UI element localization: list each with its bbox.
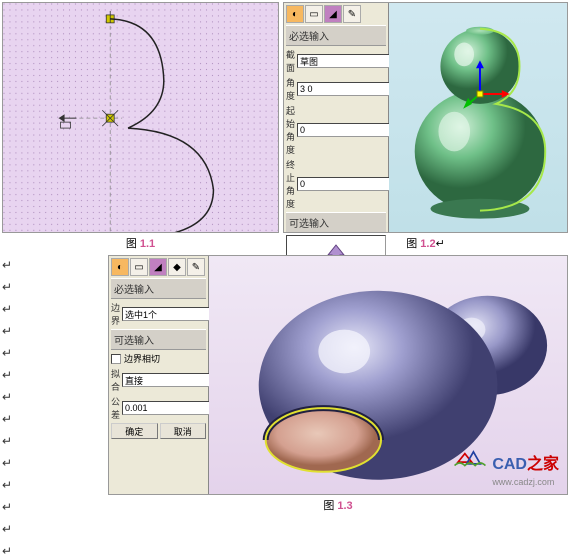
tool-1-icon[interactable]: ◐: [286, 5, 304, 23]
tool-3-icon[interactable]: ◢: [149, 258, 167, 276]
return-icon: ↵: [2, 413, 22, 425]
cancel-button[interactable]: 取消: [160, 423, 207, 439]
revolve-panel: ◐ ▭ ◢ ✎ 必选输入 截面 ▴▾ 角度 ▴▾ 起始角度: [284, 3, 389, 232]
line-break-markers: ↵ ↵ ↵ ↵ ↵ ↵ ↵ ↵ ↵ ↵ ↵ ↵ ↵ ↵: [2, 255, 22, 557]
house-icon: [452, 445, 488, 469]
return-icon: ↵: [2, 369, 22, 381]
tool-1-icon[interactable]: ◐: [111, 258, 129, 276]
return-icon: ↵: [2, 391, 22, 403]
row-1: ◐ ▭ ◢ ✎ 必选输入 截面 ▴▾ 角度 ▴▾ 起始角度: [2, 2, 572, 233]
edge-label: 边界: [111, 301, 120, 327]
caption-1-2: 图 1.2↵: [283, 235, 568, 251]
fit-label: 拟合: [111, 367, 120, 393]
tolerance-label: 公差: [111, 395, 120, 421]
tool-2-icon[interactable]: ▭: [130, 258, 148, 276]
page: ◐ ▭ ◢ ✎ 必选输入 截面 ▴▾ 角度 ▴▾ 起始角度: [0, 0, 574, 559]
angle-label: 角度: [286, 76, 295, 102]
required-group-label: 必选输入: [111, 278, 206, 299]
return-icon: ↵: [2, 303, 22, 315]
tangent-label: 边界相切: [124, 352, 160, 365]
return-icon: ↵: [2, 259, 22, 271]
section-label: 截面: [286, 48, 295, 74]
row-2: ↵ ↵ ↵ ↵ ↵ ↵ ↵ ↵ ↵ ↵ ↵ ↵ ↵ ↵ ◐ ▭ ◢ ◆: [2, 255, 572, 557]
return-icon: ↵: [2, 435, 22, 447]
figure-1-3-wrap: ◐ ▭ ◢ ◆ ✎ 必选输入 边界 可选输入 边界相切: [108, 255, 568, 557]
logo-home-text: 之家: [527, 456, 559, 473]
logo-cad-text: CAD: [492, 456, 527, 473]
panel-toolbar: ◐ ▭ ◢ ✎: [286, 5, 386, 23]
figure-1-3-shell: ◐ ▭ ◢ ◆ ✎ 必选输入 边界 可选输入 边界相切: [108, 255, 568, 495]
caption-1-3: 图 1.3: [108, 497, 568, 513]
tangent-checkbox[interactable]: [111, 354, 121, 364]
tool-2-icon[interactable]: ▭: [305, 5, 323, 23]
revolve-viewport[interactable]: [389, 3, 567, 232]
optional-group-label: 可选输入: [286, 212, 386, 233]
return-icon: ↵: [2, 545, 22, 557]
return-icon: ↵: [2, 501, 22, 513]
figure-1-1-sketch: [2, 2, 279, 233]
sketch-canvas: [3, 3, 278, 232]
return-icon: ↵: [2, 281, 22, 293]
return-icon: ↵: [2, 347, 22, 359]
return-icon: ↵: [2, 523, 22, 535]
return-icon: ↵: [2, 479, 22, 491]
start-angle-label: 起始角度: [286, 104, 295, 156]
tool-4-icon[interactable]: ✎: [343, 5, 361, 23]
caption-1-1: 图 1.1: [2, 235, 279, 251]
watermark-logo: CAD之家 www.cadzj.com: [452, 445, 559, 488]
return-icon: ↵: [2, 457, 22, 469]
ok-button[interactable]: 确定: [111, 423, 158, 439]
shell-panel: ◐ ▭ ◢ ◆ ✎ 必选输入 边界 可选输入 边界相切: [109, 256, 209, 494]
revolve-render: [389, 3, 567, 230]
caption-row-1: 图 1.1 图 1.2↵: [2, 235, 572, 251]
tool-5-icon[interactable]: ✎: [187, 258, 205, 276]
optional-group-label: 可选输入: [111, 329, 206, 350]
return-icon: ↵: [2, 325, 22, 337]
tool-4-icon[interactable]: ◆: [168, 258, 186, 276]
logo-url: www.cadzj.com: [492, 477, 554, 487]
shell-viewport[interactable]: CAD之家 www.cadzj.com: [209, 256, 567, 494]
tool-3-icon[interactable]: ◢: [324, 5, 342, 23]
end-angle-label: 终止角度: [286, 158, 295, 210]
required-group-label: 必选输入: [286, 25, 386, 46]
panel-toolbar: ◐ ▭ ◢ ◆ ✎: [111, 258, 206, 276]
figure-1-2-revolve: ◐ ▭ ◢ ✎ 必选输入 截面 ▴▾ 角度 ▴▾ 起始角度: [283, 2, 568, 233]
